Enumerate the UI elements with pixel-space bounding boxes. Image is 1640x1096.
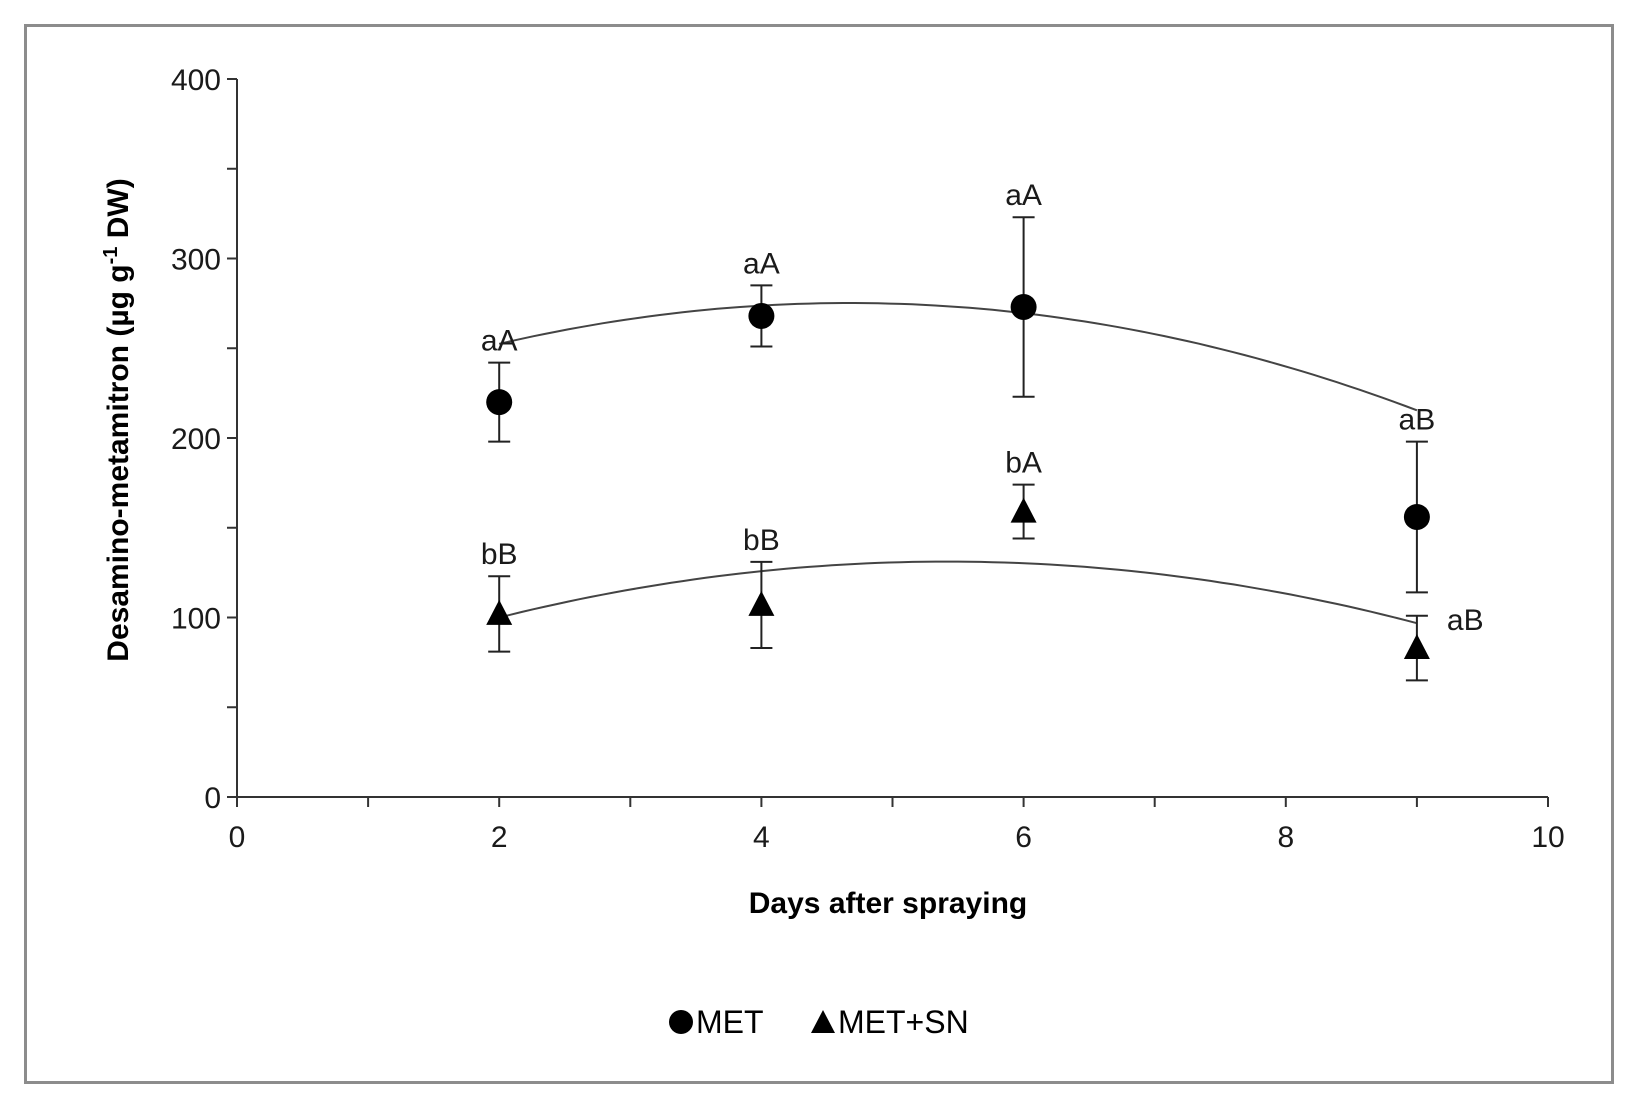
ticks: 0 100 200 300 400 0 2 4 6 8 10 bbox=[171, 64, 1565, 854]
fit-curves bbox=[498, 302, 1418, 625]
y-tick-label: 400 bbox=[171, 64, 221, 97]
legend-met-sn-label: MET+SN bbox=[838, 1004, 969, 1040]
significance-label: aA bbox=[1005, 179, 1042, 212]
data-point-met bbox=[1010, 293, 1037, 320]
y-tick-label: 0 bbox=[204, 782, 221, 815]
fit-curve-met-sn bbox=[498, 560, 1418, 625]
data-point-met-sn bbox=[748, 590, 775, 616]
x-tick-label: 4 bbox=[753, 821, 770, 854]
legend-met-label: MET bbox=[696, 1004, 764, 1040]
y-axis-title-end: DW) bbox=[102, 178, 135, 246]
x-tick-label: 0 bbox=[229, 821, 246, 854]
x-axis-title: Days after spraying bbox=[749, 887, 1027, 920]
data-points: aA aA aA aB bB bB bA aB bbox=[481, 179, 1484, 682]
y-tick-label: 300 bbox=[171, 244, 221, 277]
significance-label: aB bbox=[1447, 604, 1484, 637]
significance-label: aA bbox=[481, 325, 518, 358]
legend-met-sn-marker bbox=[811, 1010, 835, 1033]
significance-label: aA bbox=[743, 247, 780, 280]
y-axis-title: Desamino-metamitron (µg g-1 DW) bbox=[100, 178, 135, 661]
x-tick-label: 6 bbox=[1015, 821, 1032, 854]
y-tick-label: 200 bbox=[171, 423, 221, 456]
significance-label: bB bbox=[743, 524, 780, 557]
y-tick-label: 100 bbox=[171, 603, 221, 636]
data-point-met-sn bbox=[486, 599, 513, 625]
significance-label: aB bbox=[1399, 404, 1436, 437]
y-axis-title-sup: -1 bbox=[100, 247, 122, 265]
x-tick-label: 10 bbox=[1531, 821, 1564, 854]
data-point-met bbox=[748, 302, 775, 329]
x-tick-label: 8 bbox=[1277, 821, 1294, 854]
chart-frame bbox=[24, 24, 1614, 1084]
data-point-met-sn bbox=[1010, 497, 1037, 523]
legend: MET MET+SN bbox=[669, 1004, 969, 1040]
legend-met-marker bbox=[669, 1010, 693, 1034]
data-point-met bbox=[486, 389, 513, 416]
significance-label: bB bbox=[481, 538, 518, 571]
data-point-met bbox=[1403, 503, 1430, 530]
x-tick-label: 2 bbox=[491, 821, 508, 854]
data-point-met-sn bbox=[1403, 634, 1430, 660]
fit-curve-met bbox=[498, 302, 1418, 412]
significance-label: bA bbox=[1005, 447, 1042, 480]
y-axis-title-main: Desamino-metamitron (µg g bbox=[102, 264, 135, 661]
axes bbox=[236, 79, 1548, 798]
